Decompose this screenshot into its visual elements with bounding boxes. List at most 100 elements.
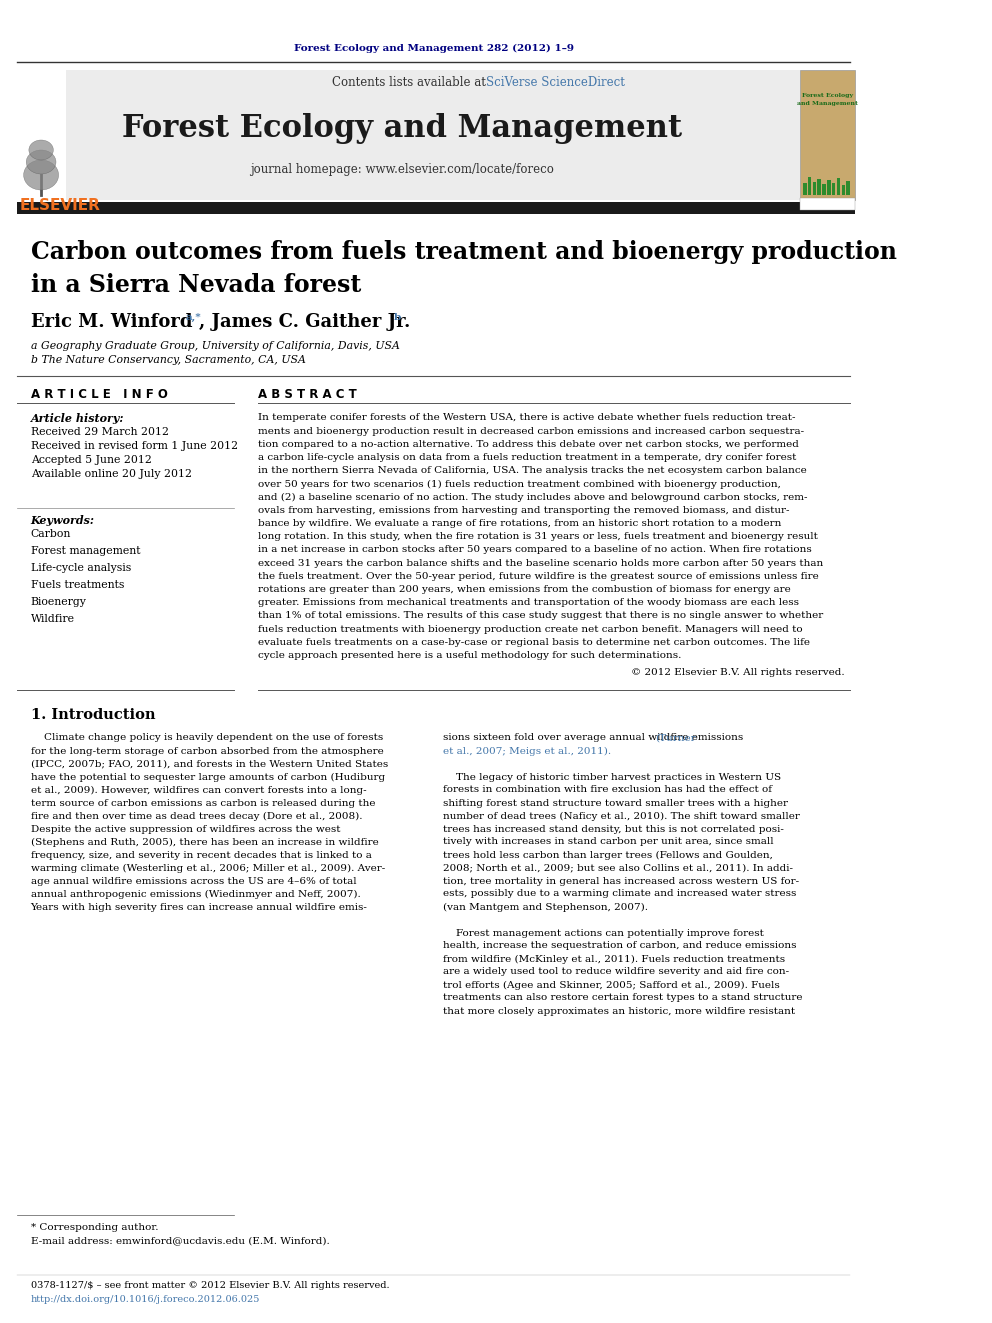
Text: in a net increase in carbon stocks after 50 years compared to a baseline of no a: in a net increase in carbon stocks after…	[258, 545, 811, 554]
Ellipse shape	[29, 140, 54, 160]
Text: forests in combination with fire exclusion has had the effect of: forests in combination with fire exclusi…	[442, 786, 772, 795]
Text: rotations are greater than 200 years, when emissions from the combustion of biom: rotations are greater than 200 years, wh…	[258, 585, 791, 594]
Text: b: b	[394, 312, 401, 321]
Bar	[827, 180, 830, 194]
Text: Forest management actions can potentially improve forest: Forest management actions can potentiall…	[442, 929, 764, 938]
Text: * Corresponding author.: * Corresponding author.	[31, 1222, 158, 1232]
Text: Wildfire: Wildfire	[31, 614, 74, 624]
Text: age annual wildfire emissions across the US are 4–6% of total: age annual wildfire emissions across the…	[31, 877, 356, 885]
Text: fire and then over time as dead trees decay (Dore et al., 2008).: fire and then over time as dead trees de…	[31, 811, 362, 820]
Bar	[807, 177, 811, 194]
Text: fuels reduction treatments with bioenergy production create net carbon benefit. : fuels reduction treatments with bioenerg…	[258, 624, 803, 634]
Bar	[841, 185, 845, 194]
Text: A R T I C L E   I N F O: A R T I C L E I N F O	[31, 388, 168, 401]
Text: for the long-term storage of carbon absorbed from the atmosphere: for the long-term storage of carbon abso…	[31, 746, 383, 755]
Text: evaluate fuels treatments on a case-by-case or regional basis to determine net c: evaluate fuels treatments on a case-by-c…	[258, 638, 810, 647]
Text: are a widely used tool to reduce wildfire severity and aid fire con-: are a widely used tool to reduce wildfir…	[442, 967, 789, 976]
Text: Forest Ecology: Forest Ecology	[802, 93, 853, 98]
Text: 0378-1127/$ – see front matter © 2012 Elsevier B.V. All rights reserved.: 0378-1127/$ – see front matter © 2012 El…	[31, 1281, 389, 1290]
Text: from wildfire (McKinley et al., 2011). Fuels reduction treatments: from wildfire (McKinley et al., 2011). F…	[442, 954, 785, 963]
FancyBboxPatch shape	[18, 70, 65, 200]
Text: Climate change policy is heavily dependent on the use of forests: Climate change policy is heavily depende…	[31, 733, 383, 742]
Text: SciVerse ScienceDirect: SciVerse ScienceDirect	[485, 75, 624, 89]
FancyBboxPatch shape	[65, 70, 801, 200]
Text: Forest management: Forest management	[31, 546, 140, 556]
Text: Forest Ecology and Management: Forest Ecology and Management	[122, 112, 682, 143]
Text: , James C. Gaither Jr.: , James C. Gaither Jr.	[199, 314, 411, 331]
Text: tively with increases in stand carbon per unit area, since small: tively with increases in stand carbon pe…	[442, 837, 774, 847]
Text: ovals from harvesting, emissions from harvesting and transporting the removed bi: ovals from harvesting, emissions from ha…	[258, 505, 790, 515]
Text: Despite the active suppression of wildfires across the west: Despite the active suppression of wildfi…	[31, 824, 340, 833]
Text: http://dx.doi.org/10.1016/j.foreco.2012.06.025: http://dx.doi.org/10.1016/j.foreco.2012.…	[31, 1294, 260, 1303]
Text: In temperate conifer forests of the Western USA, there is active debate whether : In temperate conifer forests of the West…	[258, 414, 796, 422]
Text: trees has increased stand density, but this is not correlated posi-: trees has increased stand density, but t…	[442, 824, 784, 833]
Text: ELSEVIER: ELSEVIER	[19, 197, 100, 213]
Bar	[832, 183, 835, 194]
Text: Fuels treatments: Fuels treatments	[31, 579, 124, 590]
FancyBboxPatch shape	[18, 202, 855, 214]
Text: long rotation. In this study, when the fire rotation is 31 years or less, fuels : long rotation. In this study, when the f…	[258, 532, 818, 541]
Text: over 50 years for two scenarios (1) fuels reduction treatment combined with bioe: over 50 years for two scenarios (1) fuel…	[258, 479, 781, 488]
Text: Accepted 5 June 2012: Accepted 5 June 2012	[31, 455, 152, 464]
Text: and (2) a baseline scenario of no action. The study includes above and belowgrou: and (2) a baseline scenario of no action…	[258, 492, 807, 501]
Text: ments and bioenergy production result in decreased carbon emissions and increase: ments and bioenergy production result in…	[258, 427, 805, 435]
Text: et al., 2009). However, wildfires can convert forests into a long-: et al., 2009). However, wildfires can co…	[31, 786, 366, 795]
Text: that more closely approximates an historic, more wildfire resistant: that more closely approximates an histor…	[442, 1007, 795, 1016]
Text: in a Sierra Nevada forest: in a Sierra Nevada forest	[31, 273, 361, 296]
Text: trol efforts (Agee and Skinner, 2005; Safford et al., 2009). Fuels: trol efforts (Agee and Skinner, 2005; Sa…	[442, 980, 780, 990]
FancyBboxPatch shape	[801, 70, 855, 200]
Text: bance by wildfire. We evaluate a range of fire rotations, from an historic short: bance by wildfire. We evaluate a range o…	[258, 519, 782, 528]
Text: in the northern Sierra Nevada of California, USA. The analysis tracks the net ec: in the northern Sierra Nevada of Califor…	[258, 466, 806, 475]
Text: Available online 20 July 2012: Available online 20 July 2012	[31, 468, 191, 479]
Text: frequency, size, and severity in recent decades that is linked to a: frequency, size, and severity in recent …	[31, 851, 371, 860]
Text: exceed 31 years the carbon balance shifts and the baseline scenario holds more c: exceed 31 years the carbon balance shift…	[258, 558, 823, 568]
Text: number of dead trees (Naficy et al., 2010). The shift toward smaller: number of dead trees (Naficy et al., 201…	[442, 811, 800, 820]
Text: © 2012 Elsevier B.V. All rights reserved.: © 2012 Elsevier B.V. All rights reserved…	[631, 668, 844, 677]
Text: Carbon outcomes from fuels treatment and bioenergy production: Carbon outcomes from fuels treatment and…	[31, 239, 897, 265]
Text: treatments can also restore certain forest types to a stand structure: treatments can also restore certain fore…	[442, 994, 803, 1003]
Bar	[812, 183, 816, 194]
Text: E-mail address: emwinford@ucdavis.edu (E.M. Winford).: E-mail address: emwinford@ucdavis.edu (E…	[31, 1237, 329, 1245]
Text: The legacy of historic timber harvest practices in Western US: The legacy of historic timber harvest pr…	[442, 773, 781, 782]
Ellipse shape	[24, 160, 59, 191]
Ellipse shape	[26, 149, 56, 175]
Text: A B S T R A C T: A B S T R A C T	[258, 388, 357, 401]
Text: a carbon life-cycle analysis on data from a fuels reduction treatment in a tempe: a carbon life-cycle analysis on data fro…	[258, 452, 797, 462]
Text: Keywords:: Keywords:	[31, 515, 94, 525]
Text: warming climate (Westerling et al., 2006; Miller et al., 2009). Aver-: warming climate (Westerling et al., 2006…	[31, 864, 385, 873]
Text: Article history:: Article history:	[31, 413, 124, 423]
Text: (van Mantgem and Stephenson, 2007).: (van Mantgem and Stephenson, 2007).	[442, 902, 648, 912]
Text: greater. Emissions from mechanical treatments and transportation of the woody bi: greater. Emissions from mechanical treat…	[258, 598, 800, 607]
Text: the fuels treatment. Over the 50-year period, future wildfire is the greatest so: the fuels treatment. Over the 50-year pe…	[258, 572, 818, 581]
Text: b The Nature Conservancy, Sacramento, CA, USA: b The Nature Conservancy, Sacramento, CA…	[31, 355, 306, 365]
Text: (Stephens and Ruth, 2005), there has been an increase in wildfire: (Stephens and Ruth, 2005), there has bee…	[31, 837, 378, 847]
Text: shifting forest stand structure toward smaller trees with a higher: shifting forest stand structure toward s…	[442, 799, 788, 807]
Bar	[836, 179, 840, 194]
Text: tion, tree mortality in general has increased across western US for-: tion, tree mortality in general has incr…	[442, 877, 799, 885]
Text: (Turner: (Turner	[655, 733, 695, 742]
Text: tion compared to a no-action alternative. To address this debate over net carbon: tion compared to a no-action alternative…	[258, 441, 799, 448]
Bar	[804, 183, 806, 194]
Bar	[846, 181, 850, 194]
Text: Received 29 March 2012: Received 29 March 2012	[31, 427, 169, 437]
Text: Received in revised form 1 June 2012: Received in revised form 1 June 2012	[31, 441, 238, 451]
Text: Forest Ecology and Management 282 (2012) 1–9: Forest Ecology and Management 282 (2012)…	[294, 44, 574, 53]
Text: Carbon: Carbon	[31, 529, 71, 538]
Text: 2008; North et al., 2009; but see also Collins et al., 2011). In addi-: 2008; North et al., 2009; but see also C…	[442, 864, 793, 872]
FancyBboxPatch shape	[801, 198, 855, 210]
Text: (IPCC, 2007b; FAO, 2011), and forests in the Western United States: (IPCC, 2007b; FAO, 2011), and forests in…	[31, 759, 388, 769]
Text: cycle approach presented here is a useful methodology for such determinations.: cycle approach presented here is a usefu…	[258, 651, 682, 660]
Text: than 1% of total emissions. The results of this case study suggest that there is: than 1% of total emissions. The results …	[258, 611, 823, 620]
Text: journal homepage: www.elsevier.com/locate/foreco: journal homepage: www.elsevier.com/locat…	[250, 164, 555, 176]
Text: trees hold less carbon than larger trees (Fellows and Goulden,: trees hold less carbon than larger trees…	[442, 851, 773, 860]
Bar	[817, 179, 821, 194]
Text: Bioenergy: Bioenergy	[31, 597, 86, 607]
Text: Contents lists available at: Contents lists available at	[332, 75, 490, 89]
Text: a Geography Graduate Group, University of California, Davis, USA: a Geography Graduate Group, University o…	[31, 341, 400, 351]
Text: have the potential to sequester large amounts of carbon (Hudiburg: have the potential to sequester large am…	[31, 773, 385, 782]
Text: health, increase the sequestration of carbon, and reduce emissions: health, increase the sequestration of ca…	[442, 942, 797, 950]
Text: Eric M. Winford: Eric M. Winford	[31, 314, 192, 331]
Text: 1. Introduction: 1. Introduction	[31, 708, 155, 722]
Text: annual anthropogenic emissions (Wiedinmyer and Neff, 2007).: annual anthropogenic emissions (Wiedinmy…	[31, 889, 360, 898]
Text: et al., 2007; Meigs et al., 2011).: et al., 2007; Meigs et al., 2011).	[442, 746, 611, 755]
